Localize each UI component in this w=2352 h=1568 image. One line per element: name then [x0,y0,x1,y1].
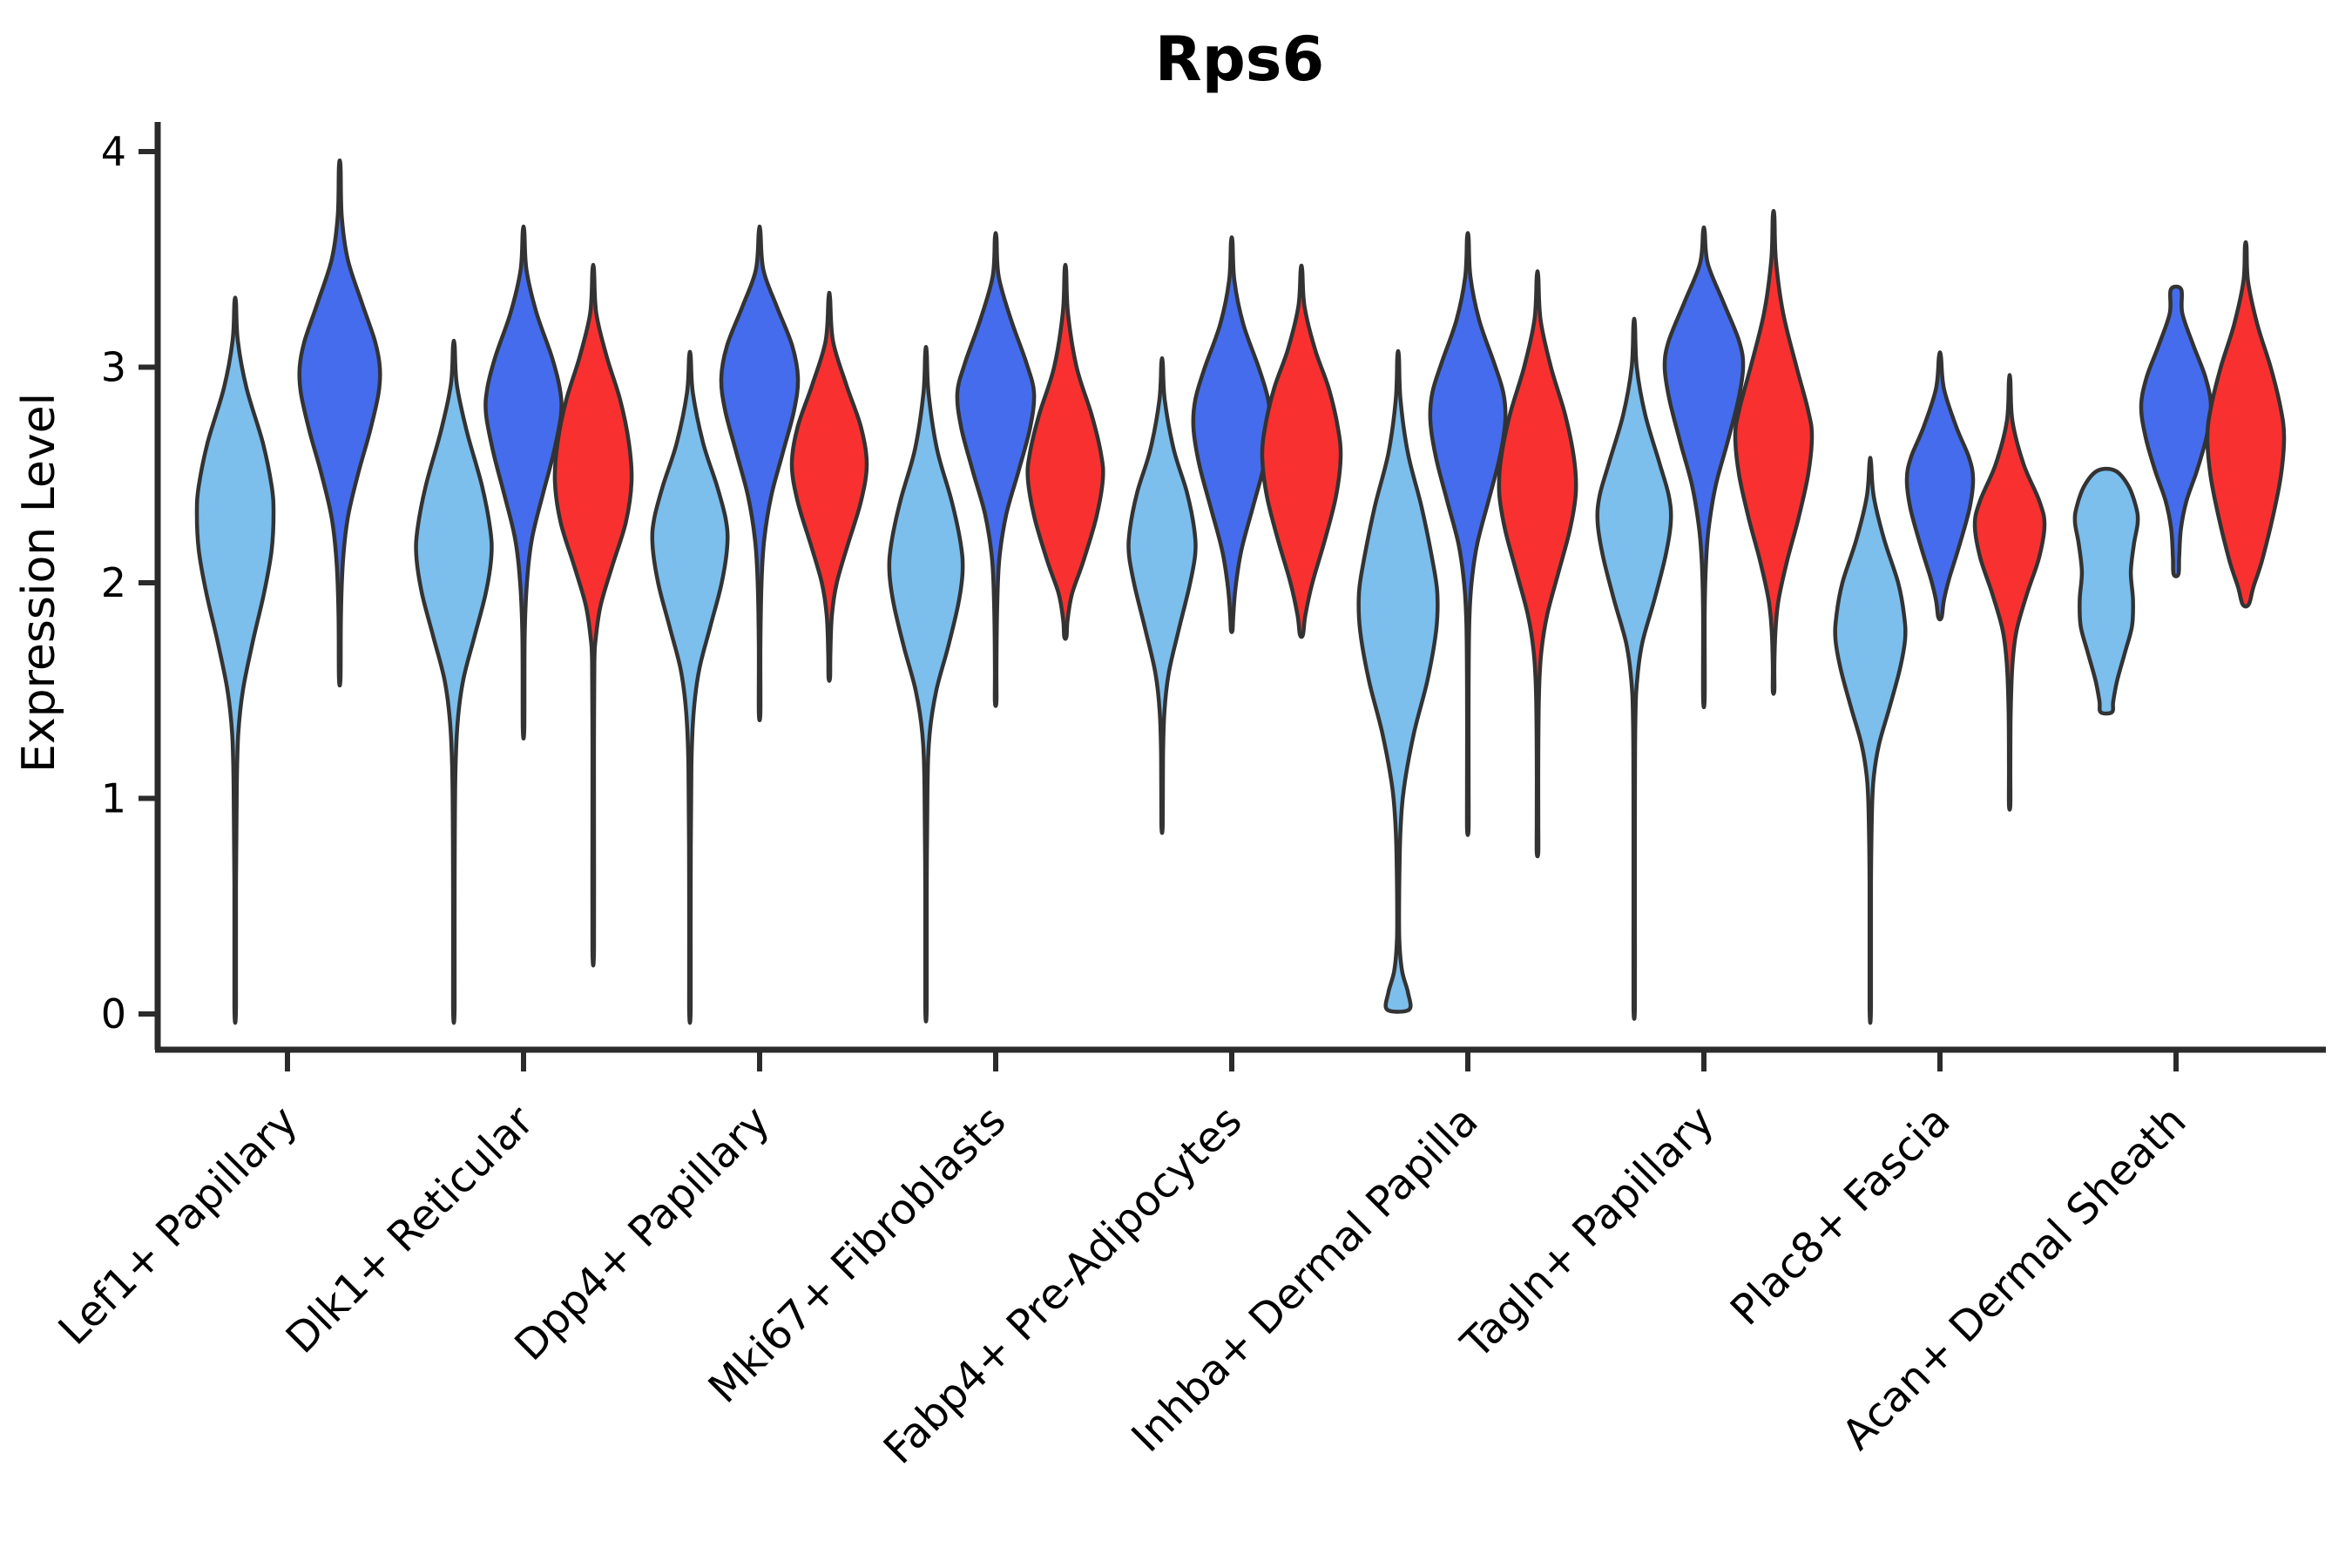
violin-dlk1-reticular-series-red [552,262,634,968]
violin-inhba-dermal-papilla-series-lightblue [1356,348,1440,1014]
y-tick-label: 1 [101,775,126,822]
violin-fabp4-pre-adipocytes-series-red [1260,263,1343,639]
x-tick-label-lef1-papillary: Lef1+ Papillary [50,1097,308,1355]
violin-acan-dermal-sheath-series-lightblue [2072,466,2140,716]
violin-dpp4-papillary-series-red [789,290,869,683]
violin-acan-dermal-sheath-series-darkblue [2139,284,2213,578]
violin-dlk1-reticular-series-darkblue [483,224,564,741]
violin-inhba-dermal-papilla-series-red [1497,269,1578,859]
violin-tagln-papillary-series-darkblue [1662,225,1746,710]
violin-dpp4-papillary-series-darkblue [719,224,801,723]
violin-mki67-fibroblasts-series-red [1025,262,1105,641]
violin-fabp4-pre-adipocytes-series-lightblue [1126,356,1198,835]
violin-lef1-papillary-series-lightblue [194,295,276,1025]
violin-inhba-dermal-papilla-series-darkblue [1428,231,1508,837]
violin-plac8-fascia-series-red [1972,373,2047,812]
violin-dpp4-papillary-series-lightblue [650,349,730,1025]
x-tick-label-dlk1-reticular: Dlk1+ Reticular [277,1097,544,1363]
y-tick-label: 2 [101,559,126,606]
y-tick-label: 4 [101,128,126,175]
violin-plac8-fascia-series-darkblue [1904,350,1976,622]
x-tick-label-dpp4-papillary: Dpp4+ Papillary [505,1097,779,1370]
violin-mki67-fibroblasts-series-lightblue [887,345,965,1024]
violin-dlk1-reticular-series-lightblue [414,338,494,1025]
y-tick-label: 3 [101,344,126,391]
violin-lef1-papillary-series-darkblue [297,158,382,688]
violin-tagln-papillary-series-lightblue [1595,316,1673,1021]
violin-tagln-papillary-series-red [1733,208,1815,696]
violin-mki67-fibroblasts-series-darkblue [955,231,1037,708]
violin-fabp4-pre-adipocytes-series-darkblue [1191,235,1273,634]
y-axis-label: Expression Level [13,393,65,773]
chart-title: Rps6 [1155,24,1324,95]
violin-plac8-fascia-series-lightblue [1833,456,1908,1025]
x-tick-label-plac8-fascia: Plac8+ Fascia [1721,1097,1960,1335]
x-tick-label-tagln-papillary: Tagln+ Papillary [1451,1097,1723,1369]
violin-acan-dermal-sheath-series-red [2205,240,2287,609]
y-tick-label: 0 [101,990,126,1037]
